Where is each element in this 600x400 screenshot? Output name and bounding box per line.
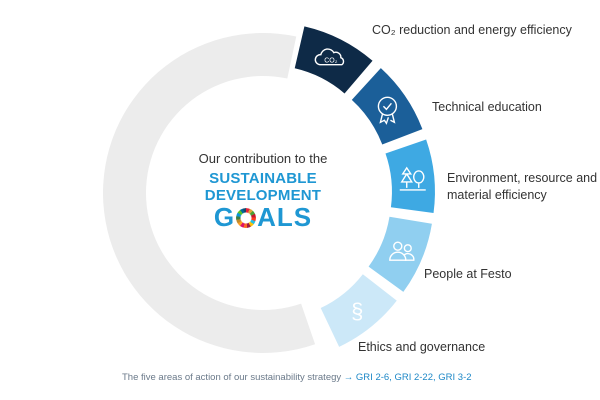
label-line: Environment, resource and — [447, 171, 598, 185]
label-people-at-festo: People at Festo — [424, 266, 512, 283]
sdg-color-wheel-icon — [236, 208, 257, 228]
label-line: Technical education — [432, 100, 542, 114]
segment-ethics-governance — [320, 274, 397, 347]
gri-reference-link[interactable]: → GRI 2-6, GRI 2-22, GRI 3-2 — [343, 372, 472, 383]
co2-cloud-icon: CO₂ — [314, 48, 345, 66]
sdg-logo-line-sustainable: SUSTAINABLE — [209, 170, 317, 187]
sdg-goals-g: G — [213, 202, 236, 232]
center-intro-text: Our contribution to the — [198, 151, 328, 166]
label-line: Ethics and governance — [358, 340, 486, 354]
label-technical-education: Technical education — [432, 99, 542, 116]
sdg-logo-line-development: DEVELOPMENT — [204, 187, 322, 204]
segment-people-at-festo — [368, 216, 432, 292]
co2-cloud-icon-text: CO₂ — [324, 58, 338, 65]
label-ethics-governance: Ethics and governance — [358, 339, 485, 356]
label-line: People at Festo — [424, 267, 512, 281]
footer-caption: The five areas of action of our sustaina… — [122, 372, 472, 383]
segment-environment-resource — [385, 139, 435, 213]
label-environment-resource: Environment, resource and material effic… — [447, 170, 597, 204]
label-line: material efficiency — [447, 188, 547, 202]
segment-technical-education — [351, 68, 423, 145]
award-rosette-icon — [377, 96, 398, 125]
section-sign-icon-text: § — [351, 298, 363, 323]
section-sign-icon: § — [351, 298, 363, 323]
sdg-goals-als: ALS — [257, 202, 313, 232]
ring-background — [102, 32, 316, 353]
label-co2-reduction: CO₂ reduction and energy efficiency — [372, 22, 572, 39]
footer-text: The five areas of action of our sustaina… — [122, 372, 342, 383]
trees-icon — [399, 166, 426, 191]
sdg-logo-line-goals: G ALS — [193, 202, 333, 232]
label-line: CO₂ reduction and energy efficiency — [372, 23, 572, 37]
people-icon — [389, 241, 415, 261]
segment-co2-reduction — [294, 26, 373, 94]
